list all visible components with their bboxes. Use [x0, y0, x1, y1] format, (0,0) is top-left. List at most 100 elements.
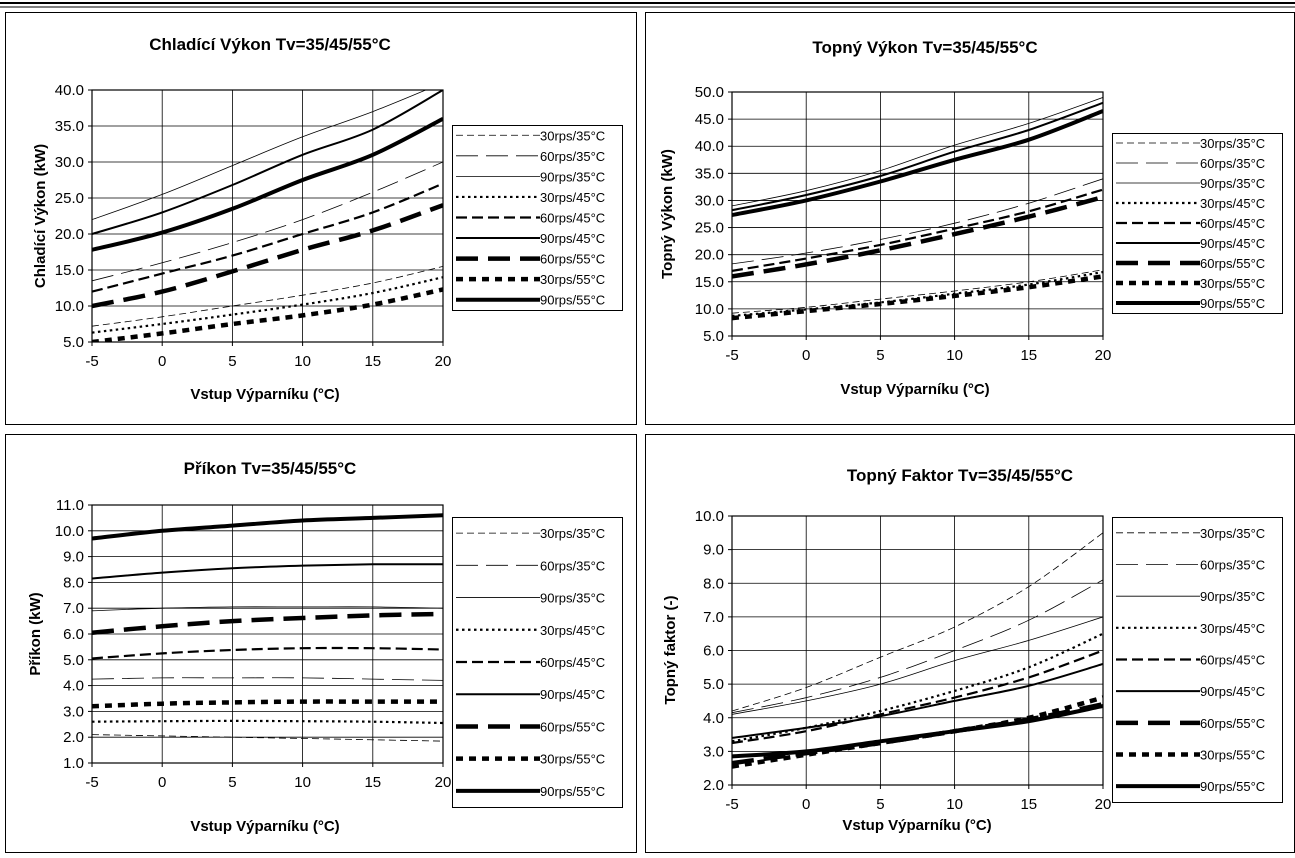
- legend-entry: 90rps/35°C: [540, 591, 605, 606]
- x-tick-label: 20: [1095, 796, 1112, 813]
- chart-title: Topný Výkon Tv=35/45/55°C: [812, 38, 1037, 57]
- series-line-s90_35: [92, 90, 427, 220]
- series-line-s90_45: [92, 90, 443, 235]
- series-line-s90_45: [732, 663, 1103, 739]
- legend-entry: 90rps/55°C: [1200, 779, 1265, 794]
- series-line-s30_35: [732, 532, 1103, 712]
- series-line-s60_45: [92, 182, 443, 293]
- series-line-s90_45: [92, 563, 443, 580]
- legend-entry: 90rps/35°C: [1200, 176, 1265, 191]
- chart-panel-1: 5.0 10.0 15.0 20.0 25.0 30.0 35.0 40.0 -5 0 5 10 15 2…: [5, 12, 637, 425]
- y-tick-label: 5.0: [703, 676, 724, 693]
- legend-entry: 60rps/45°C: [1200, 653, 1265, 668]
- series-line-s30_45: [92, 276, 443, 334]
- legend-entry: 60rps/35°C: [1200, 558, 1265, 573]
- y-tick-label: 30.0: [695, 192, 724, 209]
- chart-title: Příkon Tv=35/45/55°C: [184, 459, 357, 478]
- y-tick-label: 20.0: [695, 247, 724, 264]
- x-axis-label: Vstup Výparníku (°C): [842, 817, 991, 834]
- legend-entry: 90rps/55°C: [540, 784, 605, 799]
- legend-entry: 90rps/35°C: [540, 169, 605, 184]
- series-line-s30_55: [92, 699, 443, 709]
- legend-entry: 90rps/55°C: [540, 293, 605, 308]
- series-group: [92, 90, 443, 342]
- y-tick-label: 20.0: [55, 226, 84, 243]
- y-axis-label: Příkon (kW): [27, 592, 44, 675]
- y-tick-label: 10.0: [55, 523, 84, 540]
- y-tick-label: 9.0: [63, 549, 84, 566]
- legend-entry: 90rps/45°C: [1200, 684, 1265, 699]
- series-line-s90_35: [732, 616, 1103, 715]
- y-tick-label: 6.0: [703, 643, 724, 660]
- y-tick-label: 8.0: [63, 574, 84, 591]
- x-axis-label: Vstup Výparníku (°C): [190, 386, 339, 403]
- series-line-s60_35: [732, 579, 1103, 714]
- legend-entry: 30rps/45°C: [540, 623, 605, 638]
- series-line-s60_55: [732, 195, 1103, 279]
- legend-entry: 60rps/55°C: [540, 252, 605, 267]
- legend-entry: 90rps/35°C: [1200, 589, 1265, 604]
- legend-entry: 30rps/35°C: [1200, 136, 1265, 151]
- legend-entry: 30rps/55°C: [1200, 276, 1265, 291]
- x-tick-label: 10: [946, 796, 963, 813]
- legend-entry: 30rps/45°C: [540, 190, 605, 205]
- plot-area: [91, 89, 444, 343]
- y-tick-label: 4.0: [63, 678, 84, 695]
- x-tick-label: -5: [85, 353, 98, 370]
- y-tick-label: 3.0: [63, 703, 84, 720]
- series-line-s30_35: [732, 269, 1103, 314]
- y-tick-label: 25.0: [695, 220, 724, 237]
- y-tick-label: 4.0: [703, 710, 724, 727]
- x-tick-label: 0: [158, 353, 166, 370]
- y-tick-label: 5.0: [63, 652, 84, 669]
- y-tick-label: 40.0: [55, 82, 84, 99]
- series-line-s60_45: [732, 188, 1103, 272]
- x-tick-label: 20: [435, 774, 452, 791]
- legend-entry: 60rps/55°C: [1200, 256, 1265, 271]
- legend-entry: 90rps/55°C: [1200, 296, 1265, 311]
- series-line-s60_55: [92, 611, 443, 635]
- x-tick-label: 5: [228, 353, 236, 370]
- y-tick-label: 15.0: [55, 262, 84, 279]
- chart-title: Topný Faktor Tv=35/45/55°C: [847, 466, 1073, 485]
- legend: 30rps/35°C 60rps/35°C 90rps/35°C 30rps/45°C…: [1112, 517, 1283, 803]
- series-line-s90_55: [732, 109, 1103, 218]
- y-tick-label: 35.0: [55, 118, 84, 135]
- series-line-s90_35: [92, 606, 443, 612]
- y-tick-label: 11.0: [56, 497, 84, 514]
- legend-entry: 90rps/45°C: [1200, 236, 1265, 251]
- legend-entry: 60rps/35°C: [540, 149, 605, 164]
- legend-entry: 30rps/55°C: [540, 752, 605, 767]
- y-axis-label: Chladící Výkon (kW): [32, 144, 49, 288]
- y-tick-label: 35.0: [695, 165, 724, 182]
- x-axis-label: Vstup Výparníku (°C): [190, 818, 339, 835]
- series-line-s90_55: [92, 513, 443, 541]
- chart-panel-4: 2.0 3.0 4.0 5.0 6.0 7.0 8.0 9.0 10.0 -5 0 5 10 15 20 To…: [645, 434, 1295, 853]
- series-line-s30_45: [92, 719, 443, 725]
- x-tick-label: 5: [228, 774, 236, 791]
- y-tick-label: 3.0: [703, 743, 724, 760]
- legend-entry: 30rps/55°C: [540, 272, 605, 287]
- y-tick-label: 7.0: [63, 600, 84, 617]
- series-line-s30_55: [732, 274, 1103, 321]
- legend-entry: 30rps/45°C: [1200, 621, 1265, 636]
- series-group: [732, 532, 1103, 769]
- series-line-s60_45: [732, 649, 1103, 745]
- x-tick-label: 0: [802, 796, 810, 813]
- legend-entry: 30rps/35°C: [540, 526, 605, 541]
- y-tick-label: 10.0: [55, 298, 84, 315]
- y-tick-label: 2.0: [63, 729, 84, 746]
- series-line-s30_45: [732, 632, 1103, 743]
- legend-entry: 60rps/45°C: [540, 211, 605, 226]
- legend-entry: 30rps/35°C: [540, 128, 605, 143]
- x-tick-label: 10: [946, 347, 963, 364]
- y-tick-label: 6.0: [63, 626, 84, 643]
- legend: 30rps/35°C 60rps/35°C 90rps/35°C 30rps/45°C…: [452, 125, 623, 311]
- series-group: [92, 513, 443, 742]
- y-tick-label: 8.0: [703, 575, 724, 592]
- y-tick-label: 15.0: [695, 274, 724, 291]
- series-line-s30_45: [732, 270, 1103, 317]
- series-line-s90_45: [732, 101, 1103, 212]
- x-tick-label: -5: [725, 347, 738, 364]
